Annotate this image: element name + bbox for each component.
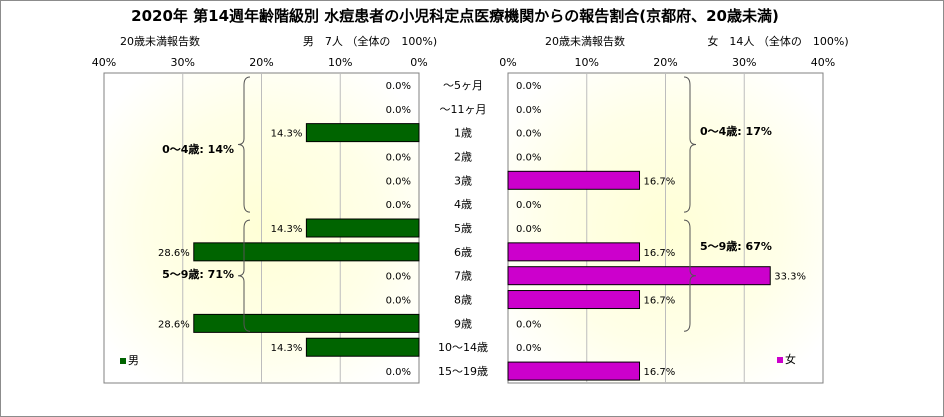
right-tick-label: 0% [499, 56, 516, 69]
male-legend-swatch [120, 358, 126, 364]
left-tick-label: 10% [328, 56, 352, 69]
group-label: 5～9歳: 67% [700, 239, 772, 253]
male-bar [305, 123, 420, 143]
group-label: 0～4歳: 17% [700, 124, 772, 138]
male-data-label: 14.3% [271, 343, 303, 354]
age-category-labels: ～5ヶ月 ～11ヶ月 1歳 2歳 3歳 4歳 5歳 6歳 7歳 8歳 9歳 10～14歳 15～19歳 [438, 79, 488, 378]
age-category-label: 10～14歳 [438, 341, 488, 354]
male-bar [305, 218, 420, 238]
female-data-label: 0.0% [516, 129, 541, 140]
age-category-label: 6歳 [454, 246, 472, 259]
age-category-label: ～11ヶ月 [440, 103, 487, 116]
female-legend-label: 女 [785, 352, 796, 366]
age-category-label: 4歳 [454, 198, 472, 211]
age-category-label: 3歳 [454, 174, 472, 187]
male-data-label: 0.0% [386, 296, 411, 307]
age-category-label: 15～19歳 [438, 365, 488, 378]
male-bar [305, 337, 420, 357]
left-tick-label: 20% [249, 56, 273, 69]
male-bar [193, 242, 420, 262]
male-data-label: 0.0% [386, 105, 411, 116]
female-data-label: 16.7% [644, 296, 676, 307]
male-bars: 0.0% 0.0% 14.3% 0.0% 0.0% 0.0% 14.3% 28.6% 0.0% 0… [158, 81, 420, 378]
left-tick-label: 0% [410, 56, 427, 69]
male-data-label: 14.3% [271, 129, 303, 140]
right-tick-label: 30% [732, 56, 756, 69]
age-category-label: 2歳 [454, 150, 472, 163]
male-data-label: 0.0% [386, 272, 411, 283]
male-data-label: 0.0% [386, 367, 411, 378]
male-data-label: 14.3% [271, 224, 303, 235]
age-group-brackets: 0～4歳: 14% 5～9歳: 71% 0～4歳: 17% 5～9歳: 67% [162, 76, 772, 332]
female-data-label: 0.0% [516, 105, 541, 116]
male-data-label: 0.0% [386, 176, 411, 187]
left-tick-label: 40% [92, 56, 116, 69]
right-tick-label: 20% [653, 56, 677, 69]
female-data-label: 16.7% [644, 367, 676, 378]
female-data-label: 0.0% [516, 343, 541, 354]
group-bracket [237, 76, 251, 213]
right-tick-label: 10% [575, 56, 599, 69]
female-data-label: 16.7% [644, 176, 676, 187]
group-label: 5～9歳: 71% [162, 267, 234, 281]
female-data-label: 0.0% [516, 81, 541, 92]
right-axis-label: 20歳未満報告数 [545, 35, 625, 48]
female-data-label: 0.0% [516, 200, 541, 211]
right-tick-labels: 0% 10% 20% 30% 40% [499, 56, 835, 69]
chart-title: 2020年 第14週年齢階級別 水痘患者の小児科定点医療機関からの報告割合(京都… [131, 7, 779, 25]
right-gridlines [586, 73, 745, 383]
left-panel-header: 男 7人 （全体の 100%) [303, 34, 437, 48]
female-legend-swatch [777, 357, 783, 363]
age-category-label: 1歳 [454, 127, 472, 140]
female-bar [507, 266, 771, 286]
left-tick-label: 30% [171, 56, 195, 69]
age-category-label: ～5ヶ月 [443, 79, 483, 92]
left-axis-label: 20歳未満報告数 [120, 35, 200, 48]
female-data-label: 0.0% [516, 152, 541, 163]
female-data-label: 0.0% [516, 319, 541, 330]
male-bar [193, 313, 420, 333]
age-category-label: 9歳 [454, 317, 472, 330]
group-bracket [237, 219, 251, 332]
female-bar [507, 242, 641, 262]
female-bar [507, 361, 641, 381]
female-data-label: 33.3% [774, 272, 806, 283]
female-bar [507, 170, 641, 190]
male-legend-label: 男 [128, 354, 139, 367]
female-data-label: 16.7% [644, 248, 676, 259]
female-bar [507, 290, 641, 310]
age-category-label: 7歳 [454, 270, 472, 283]
male-data-label: 0.0% [386, 200, 411, 211]
right-tick-label: 40% [811, 56, 835, 69]
female-data-label: 0.0% [516, 224, 541, 235]
male-data-label: 28.6% [158, 319, 190, 330]
left-tick-labels: 40% 30% 20% 10% 0% [92, 56, 428, 69]
male-data-label: 0.0% [386, 81, 411, 92]
age-category-label: 8歳 [454, 294, 472, 307]
group-label: 0～4歳: 14% [162, 142, 234, 156]
female-bars: 0.0% 0.0% 0.0% 0.0% 16.7% 0.0% 0.0% 16.7% 33.3% 1… [507, 81, 806, 381]
age-category-label: 5歳 [454, 222, 472, 235]
group-bracket [683, 76, 697, 213]
group-bracket [683, 219, 697, 332]
male-data-label: 0.0% [386, 152, 411, 163]
right-panel-header: 女 14人 （全体の 100%) [707, 34, 848, 48]
male-data-label: 28.6% [158, 248, 190, 259]
